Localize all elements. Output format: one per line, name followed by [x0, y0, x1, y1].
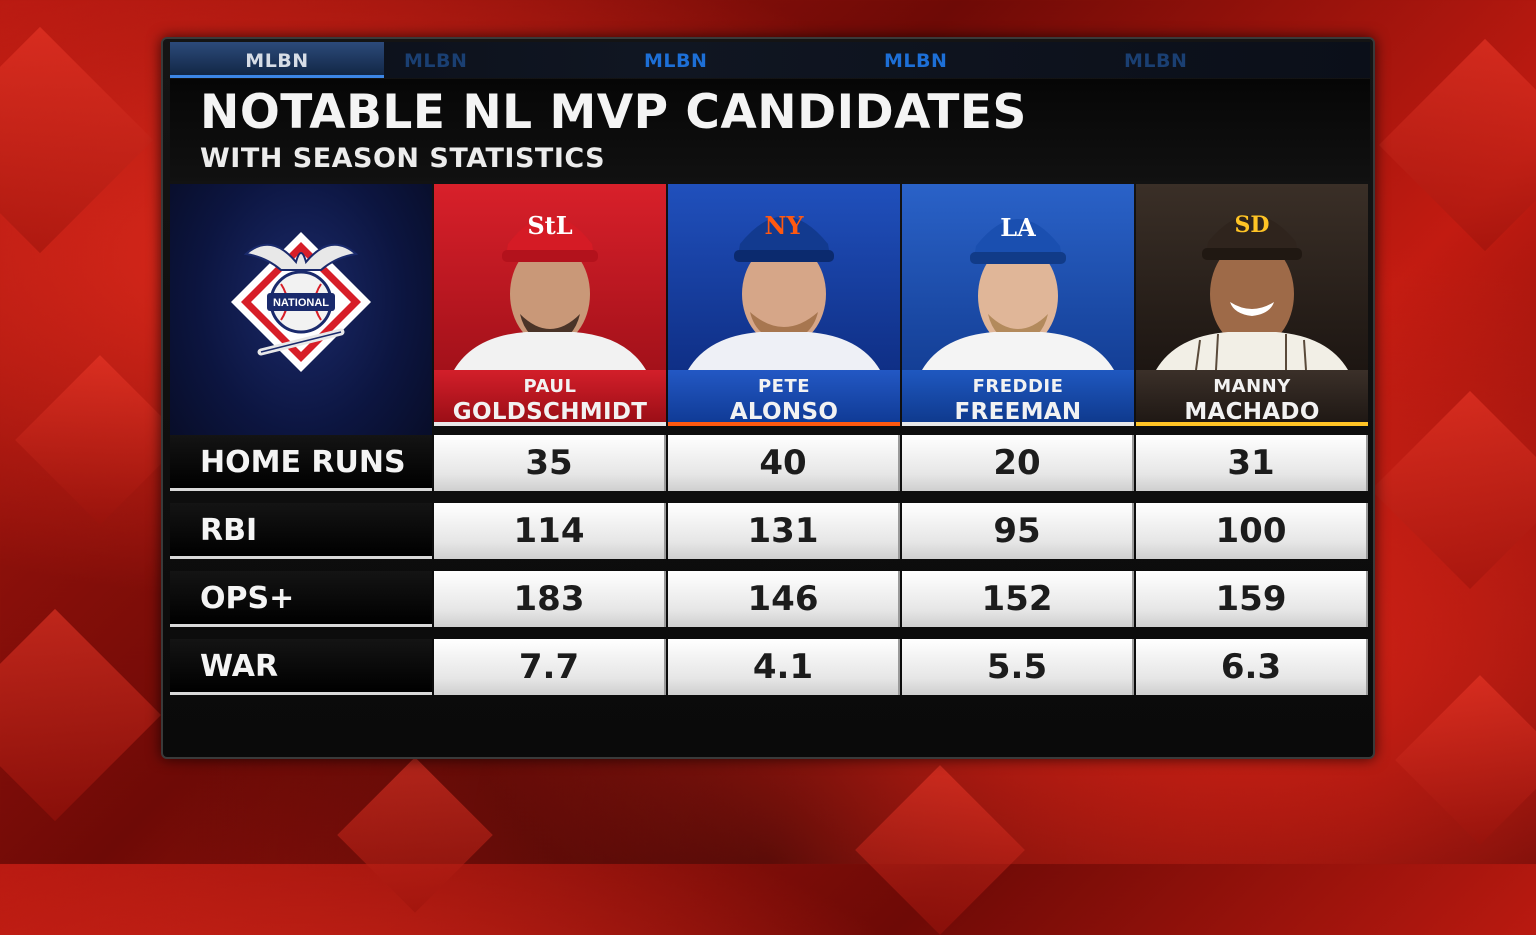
- svg-text:SD: SD: [1235, 212, 1270, 238]
- header: NOTABLE NL MVP CANDIDATES WITH SEASON ST…: [170, 79, 1370, 181]
- background-shape: [1378, 38, 1536, 252]
- ticker-item: MLBN: [644, 50, 708, 72]
- stat-label: WAR: [170, 639, 432, 695]
- league-logo-text: NATIONAL: [273, 297, 329, 309]
- player-first-name: PAUL: [523, 376, 577, 397]
- svg-text:NY: NY: [764, 211, 804, 240]
- network-ticker: MLBN MLBN MLBN MLBN MLBN: [170, 42, 1370, 78]
- stat-value: 5.5: [902, 639, 1134, 695]
- stat-value: 131: [668, 503, 900, 559]
- national-league-logo-icon: NATIONAL: [231, 232, 371, 372]
- background-shape: [1371, 391, 1536, 589]
- player-photo: NY: [668, 184, 900, 370]
- stat-value: 100: [1136, 503, 1368, 559]
- player-last-name: ALONSO: [729, 399, 839, 425]
- stat-value: 4.1: [668, 639, 900, 695]
- player-first-name: PETE: [757, 376, 811, 397]
- stats-panel: MLBN MLBN MLBN MLBN MLBN NOTABLE NL MVP …: [161, 37, 1375, 759]
- stat-row-home-runs: HOME RUNS 35 40 20 31: [170, 435, 1370, 491]
- stat-value: 183: [434, 571, 666, 627]
- page-subtitle: WITH SEASON STATISTICS: [200, 143, 606, 174]
- ticker-item: MLBN: [170, 42, 384, 78]
- stat-value: 31: [1136, 435, 1368, 491]
- stat-value: 152: [902, 571, 1134, 627]
- player-last-name: FREEMAN: [954, 399, 1082, 425]
- mets-cap-icon: NY: [688, 211, 880, 370]
- stat-row-ops-plus: OPS+ 183 146 152 159: [170, 571, 1370, 627]
- ticker-item: MLBN: [404, 50, 468, 72]
- player-column-machado: SD MANNY MACHADO: [1136, 184, 1368, 471]
- background-shape: [15, 355, 185, 525]
- player-photo: StL: [434, 184, 666, 370]
- player-last-name: MACHADO: [1184, 399, 1320, 425]
- ticker-item: MLBN: [884, 50, 948, 72]
- stat-row-war: WAR 7.7 4.1 5.5 6.3: [170, 639, 1370, 695]
- svg-text:StL: StL: [527, 211, 572, 240]
- player-column-goldschmidt: StL PAUL GOLDSCHMIDT: [434, 184, 666, 471]
- background-shape: [855, 765, 1025, 935]
- stat-value: 114: [434, 503, 666, 559]
- player-last-name: GOLDSCHMIDT: [452, 399, 648, 425]
- player-column-alonso: NY PETE ALONSO: [668, 184, 900, 471]
- player-nameplate: FREDDIE FREEMAN: [902, 370, 1134, 426]
- stat-value: 7.7: [434, 639, 666, 695]
- stat-value: 6.3: [1136, 639, 1368, 695]
- stat-value: 159: [1136, 571, 1368, 627]
- player-nameplate: MANNY MACHADO: [1136, 370, 1368, 426]
- stat-row-rbi: RBI 114 131 95 100: [170, 503, 1370, 559]
- player-first-name: FREDDIE: [972, 376, 1064, 397]
- stat-value: 95: [902, 503, 1134, 559]
- background-shape: [1395, 675, 1536, 845]
- stat-label: RBI: [170, 503, 432, 559]
- background-shape: [0, 608, 162, 822]
- padres-cap-icon: SD: [1156, 212, 1348, 370]
- stat-value: 40: [668, 435, 900, 491]
- player-nameplate: PAUL GOLDSCHMIDT: [434, 370, 666, 426]
- stat-label: OPS+: [170, 571, 432, 627]
- player-nameplate: PETE ALONSO: [668, 370, 900, 426]
- background-shape: [0, 26, 154, 254]
- player-photo: SD: [1136, 184, 1368, 370]
- background-shape: [337, 757, 493, 913]
- dodgers-cap-icon: LA: [922, 213, 1114, 370]
- svg-text:LA: LA: [1000, 213, 1036, 242]
- stat-value: 146: [668, 571, 900, 627]
- cardinals-cap-icon: StL: [454, 211, 646, 370]
- player-photo: LA: [902, 184, 1134, 370]
- player-column-freeman: LA FREDDIE FREEMAN: [902, 184, 1134, 471]
- stat-label: HOME RUNS: [170, 435, 432, 491]
- page-title: NOTABLE NL MVP CANDIDATES: [200, 85, 1027, 140]
- stat-value: 20: [902, 435, 1134, 491]
- stat-value: 35: [434, 435, 666, 491]
- player-first-name: MANNY: [1213, 376, 1291, 397]
- ticker-item: MLBN: [1124, 50, 1188, 72]
- league-logo-cell: NATIONAL: [170, 184, 432, 471]
